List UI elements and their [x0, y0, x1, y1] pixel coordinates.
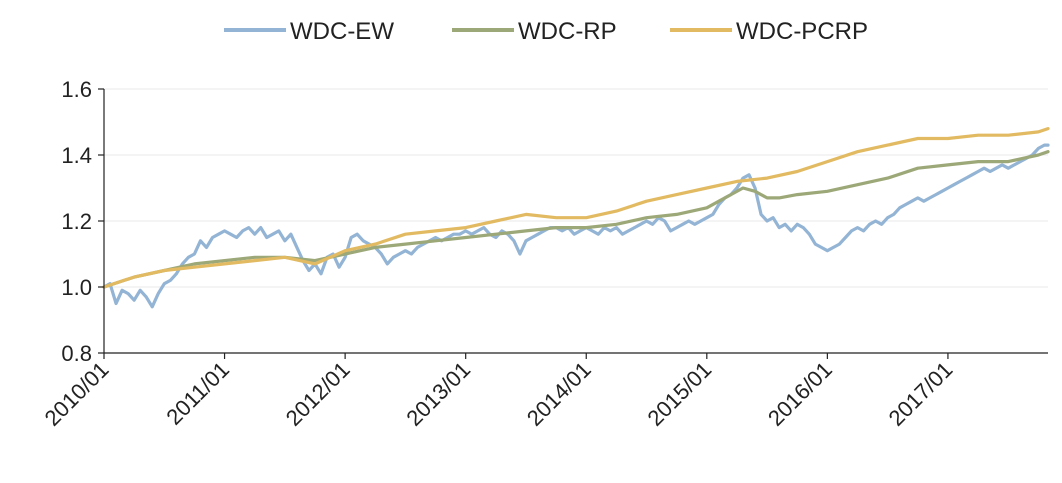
x-tick-label: 2011/01	[161, 357, 234, 430]
y-tick-label: 1.6	[61, 77, 92, 102]
series-line-wdc-pcrp	[102, 127, 1050, 289]
x-tick-label: 2015/01	[642, 357, 716, 431]
gridlines	[104, 88, 1048, 288]
y-tick-label: 1.0	[61, 275, 92, 300]
series-line-wdc-ew	[102, 143, 1050, 309]
legend-label: WDC-RP	[518, 18, 617, 45]
legend: WDC-EW WDC-RP WDC-PCRP	[224, 18, 868, 45]
legend-label: WDC-PCRP	[736, 18, 868, 45]
y-tick-label: 1.4	[61, 143, 92, 168]
y-tick-label: 0.8	[61, 341, 92, 366]
x-tick-label: 2010/01	[40, 357, 114, 431]
x-tick-label: 2012/01	[281, 357, 355, 431]
x-tick-label: 2013/01	[401, 357, 475, 431]
x-tick-label: 2016/01	[763, 357, 837, 431]
x-tick-label: 2014/01	[522, 357, 596, 431]
series-line-wdc-rp	[102, 150, 1050, 289]
x-tick-label: 2017/01	[884, 357, 958, 431]
axes: 0.8 1.0 1.2 1.4 1.6 2010/01 2011/01 2012/01 2013…	[40, 77, 1048, 431]
series-lines	[102, 127, 1050, 309]
legend-label: WDC-EW	[290, 18, 394, 45]
y-tick-label: 1.2	[61, 209, 92, 234]
